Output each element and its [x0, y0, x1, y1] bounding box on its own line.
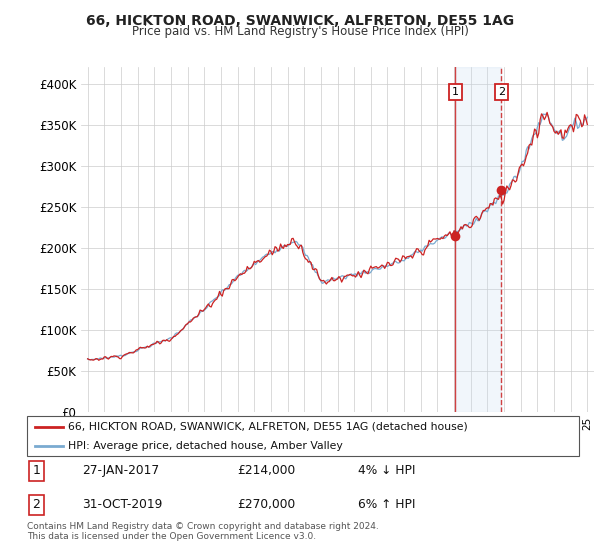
Bar	[455, 67, 501, 412]
Text: 1: 1	[32, 464, 40, 477]
Text: 2: 2	[497, 87, 505, 97]
Text: 4% ↓ HPI: 4% ↓ HPI	[358, 464, 416, 477]
Text: HPI: Average price, detached house, Amber Valley: HPI: Average price, detached house, Ambe…	[68, 441, 343, 451]
Text: 66, HICKTON ROAD, SWANWICK, ALFRETON, DE55 1AG (detached house): 66, HICKTON ROAD, SWANWICK, ALFRETON, DE…	[68, 422, 468, 432]
Text: £214,000: £214,000	[237, 464, 295, 477]
Text: Price paid vs. HM Land Registry's House Price Index (HPI): Price paid vs. HM Land Registry's House …	[131, 25, 469, 38]
Text: 66, HICKTON ROAD, SWANWICK, ALFRETON, DE55 1AG: 66, HICKTON ROAD, SWANWICK, ALFRETON, DE…	[86, 14, 514, 28]
FancyBboxPatch shape	[27, 416, 579, 456]
Text: 1: 1	[452, 87, 459, 97]
Text: 31-OCT-2019: 31-OCT-2019	[82, 498, 163, 511]
Text: £270,000: £270,000	[237, 498, 295, 511]
Text: Contains HM Land Registry data © Crown copyright and database right 2024.
This d: Contains HM Land Registry data © Crown c…	[27, 522, 379, 542]
Text: 27-JAN-2017: 27-JAN-2017	[82, 464, 160, 477]
Text: 2: 2	[32, 498, 40, 511]
Text: 6% ↑ HPI: 6% ↑ HPI	[358, 498, 416, 511]
